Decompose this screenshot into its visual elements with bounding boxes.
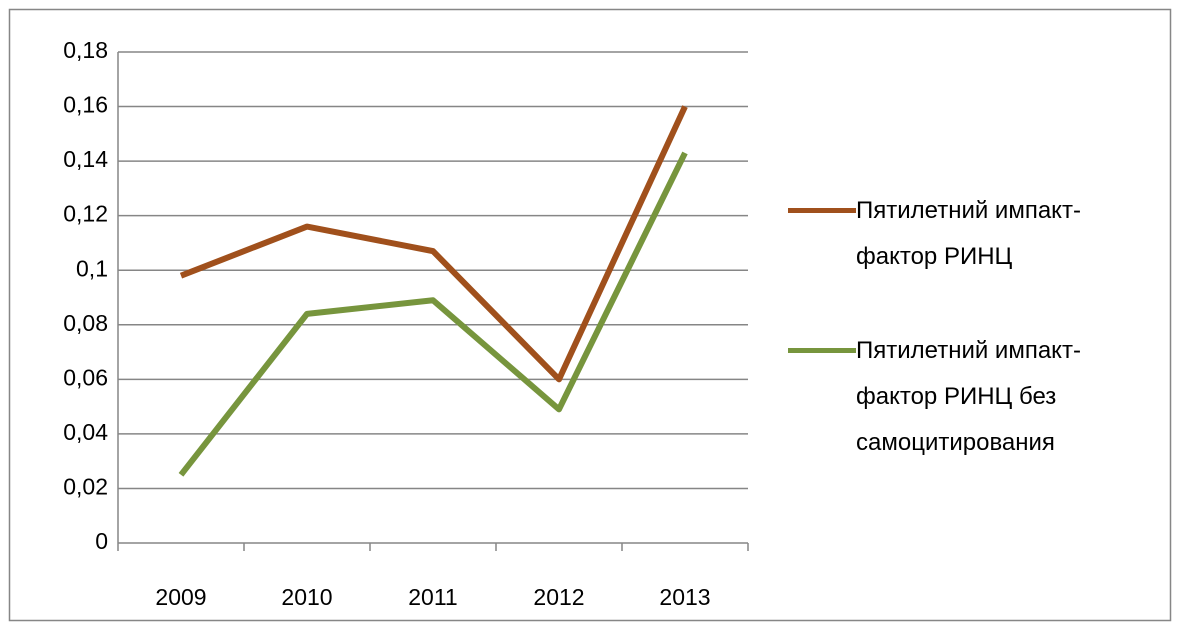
x-tick-label: 2010 bbox=[281, 584, 332, 610]
x-tick-label: 2012 bbox=[533, 584, 584, 610]
y-tick-label: 0,02 bbox=[63, 474, 108, 500]
x-tick-label: 2013 bbox=[659, 584, 710, 610]
y-tick-label: 0,14 bbox=[63, 146, 108, 172]
y-tick-label: 0,04 bbox=[63, 419, 108, 445]
series-line bbox=[178, 151, 688, 477]
y-tick-label: 0,08 bbox=[63, 310, 108, 336]
legend-swatch bbox=[788, 208, 856, 213]
legend-label: Пятилетний импакт-фактор РИНЦ bbox=[856, 197, 1081, 270]
legend-item: Пятилетний импакт-фактор РИНЦ bbox=[788, 188, 1118, 280]
y-tick-label: 0 bbox=[95, 528, 108, 554]
chart-border bbox=[8, 8, 1172, 622]
series-line bbox=[179, 105, 688, 383]
y-tick-label: 0,16 bbox=[63, 92, 108, 118]
y-tick-label: 0,12 bbox=[63, 201, 108, 227]
x-tick-label: 2009 bbox=[155, 584, 206, 610]
x-tick-label: 2011 bbox=[408, 584, 457, 610]
y-tick-label: 0,1 bbox=[76, 255, 108, 281]
legend-swatch bbox=[788, 348, 856, 353]
legend-label: Пятилетний импакт-фактор РИНЦ без самоци… bbox=[856, 337, 1081, 456]
y-tick-label: 0,06 bbox=[63, 364, 108, 390]
y-tick-label: 0,18 bbox=[63, 37, 108, 63]
legend-item: Пятилетний импакт-фактор РИНЦ без самоци… bbox=[788, 328, 1118, 466]
